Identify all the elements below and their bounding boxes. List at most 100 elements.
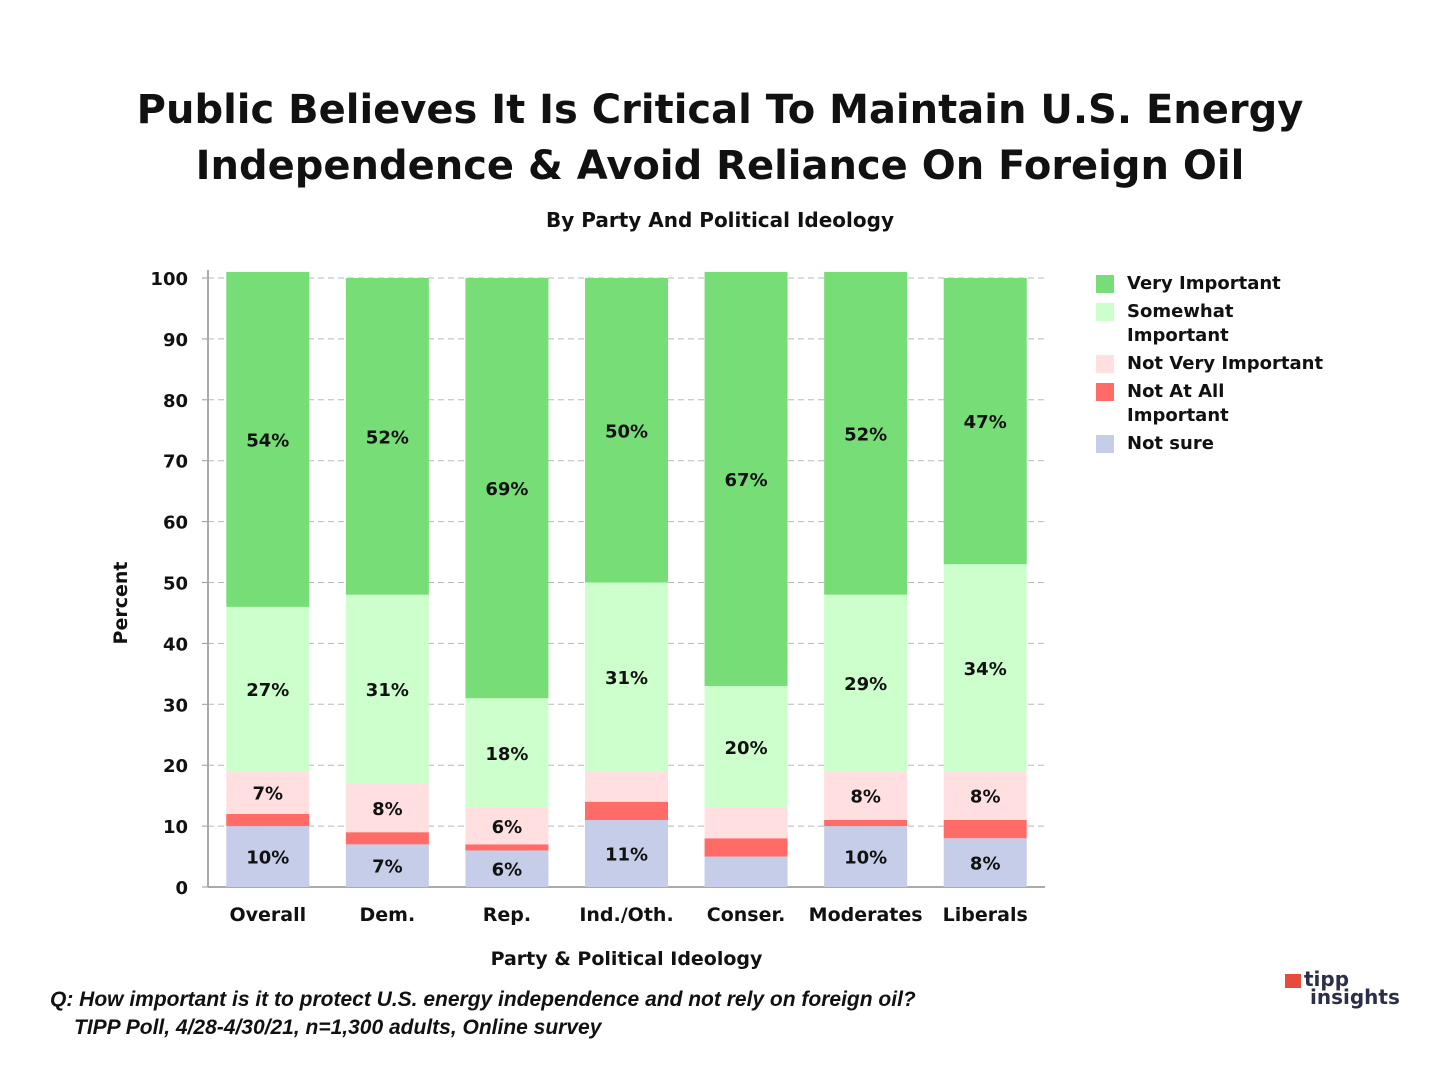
legend-swatch: [1096, 303, 1114, 321]
bar-segment: [465, 850, 549, 887]
data-label: 52%: [844, 424, 887, 445]
bar-segment: [943, 278, 1027, 565]
data-label: 27%: [246, 680, 289, 701]
bar-segment: [704, 807, 788, 839]
data-label: 8%: [970, 854, 1001, 875]
bar-segment: [943, 771, 1027, 821]
data-label: 8%: [970, 787, 1001, 808]
chart-title-line1: Public Believes It Is Critical To Mainta…: [136, 87, 1304, 133]
bar-segment: [585, 278, 668, 583]
bar-segment: [824, 271, 908, 595]
bar-segment: [345, 594, 429, 784]
logo-flag-icon: [1285, 974, 1301, 988]
data-label: 20%: [725, 738, 768, 759]
bar-segment: [465, 698, 549, 808]
data-label: 67%: [725, 470, 768, 491]
legend-label: Not At All Important: [1127, 381, 1229, 426]
legend-label: Very Important: [1127, 273, 1281, 294]
bar-segment: [345, 832, 429, 845]
bar-segment: [704, 838, 788, 857]
legend-item: Somewhat Important: [1096, 300, 1327, 348]
data-label: 31%: [605, 668, 648, 689]
bar-segment: [585, 820, 668, 887]
bar-segment: [943, 564, 1027, 772]
bar-segment: [704, 686, 788, 808]
y-tick-label: 30: [163, 695, 188, 716]
y-tick-label: 0: [175, 878, 188, 899]
legend-swatch: [1096, 355, 1114, 373]
legend-label: Not Very Important: [1127, 353, 1324, 374]
data-label: 31%: [366, 680, 409, 701]
bar-segment: [824, 820, 908, 827]
y-axis-title: Percent: [110, 562, 132, 645]
logo-text-tipp: tipp: [1304, 967, 1350, 991]
y-tick-label: 40: [163, 634, 188, 655]
y-tick-label: 20: [163, 756, 188, 777]
y-tick-label: 100: [150, 269, 188, 290]
y-tick-label: 80: [163, 391, 188, 412]
bar-segment: [704, 856, 788, 887]
data-label: 34%: [964, 659, 1007, 680]
bar-segment: [345, 844, 429, 887]
data-label: 69%: [485, 479, 528, 500]
data-label: 7%: [372, 857, 403, 878]
legend-item: Not At All Important: [1096, 380, 1327, 428]
bar-segment: [226, 606, 310, 772]
survey-question: Q: How important is it to protect U.S. e…: [50, 988, 916, 1011]
y-tick-label: 70: [163, 452, 188, 473]
legend-swatch: [1096, 275, 1114, 293]
data-label: 50%: [605, 421, 648, 442]
x-tick-label: Moderates: [809, 904, 923, 926]
legend-label: Not sure: [1127, 433, 1214, 454]
data-label: 10%: [246, 848, 289, 869]
bar-segment: [585, 771, 668, 802]
legend-item: Very Important: [1096, 272, 1327, 296]
bar-segment: [465, 278, 549, 699]
data-label: 29%: [844, 674, 887, 695]
x-tick-label: Conser.: [707, 904, 786, 926]
bar-segment: [465, 844, 549, 851]
bar-segment: [345, 783, 429, 833]
x-axis-title: Party & Political Ideology: [491, 948, 763, 970]
y-tick-label: 50: [163, 574, 188, 595]
y-tick-label: 60: [163, 513, 188, 534]
data-label: 8%: [372, 799, 403, 820]
legend-label: Somewhat Important: [1127, 301, 1234, 346]
tipp-insights-logo: tipp insights: [1285, 967, 1400, 1009]
bar-segment: [226, 771, 310, 814]
bar-segment: [943, 820, 1027, 839]
data-label: 6%: [492, 860, 523, 881]
data-label: 10%: [844, 848, 887, 869]
data-label: 11%: [605, 845, 648, 866]
logo-text-insights: insights: [1310, 985, 1400, 1009]
x-tick-label: Liberals: [943, 904, 1028, 926]
bar-segment: [585, 801, 668, 821]
x-tick-label: Rep.: [483, 904, 531, 926]
chart-title: Public Believes It Is Critical To Mainta…: [0, 82, 1440, 194]
bar-segment: [345, 278, 429, 595]
bar-segment: [824, 826, 908, 887]
data-label: 7%: [253, 784, 284, 805]
survey-source: TIPP Poll, 4/28-4/30/21, n=1,300 adults,…: [74, 1016, 602, 1039]
data-label: 47%: [964, 412, 1007, 433]
x-tick-label: Dem.: [360, 904, 416, 926]
legend-swatch: [1096, 435, 1114, 453]
y-tick-label: 10: [163, 817, 188, 838]
legend-item: Not sure: [1096, 432, 1327, 456]
data-label: 52%: [366, 427, 409, 448]
x-tick-label: Overall: [229, 904, 306, 926]
bar-segment: [704, 271, 788, 687]
bar-segment: [824, 771, 908, 821]
footnote: Q: How important is it to protect U.S. e…: [50, 986, 916, 1042]
legend: Very Important Somewhat Important Not Very…: [1096, 272, 1327, 460]
bar-segment: [824, 594, 908, 772]
chart-subtitle: By Party And Political Ideology: [546, 208, 894, 232]
data-label: 54%: [246, 430, 289, 451]
legend-swatch: [1096, 383, 1114, 401]
data-label: 6%: [492, 817, 523, 838]
y-tick-label: 90: [163, 330, 188, 351]
data-label: 8%: [850, 787, 881, 808]
bar-segment: [226, 271, 310, 607]
x-tick-label: Ind./Oth.: [579, 904, 673, 926]
